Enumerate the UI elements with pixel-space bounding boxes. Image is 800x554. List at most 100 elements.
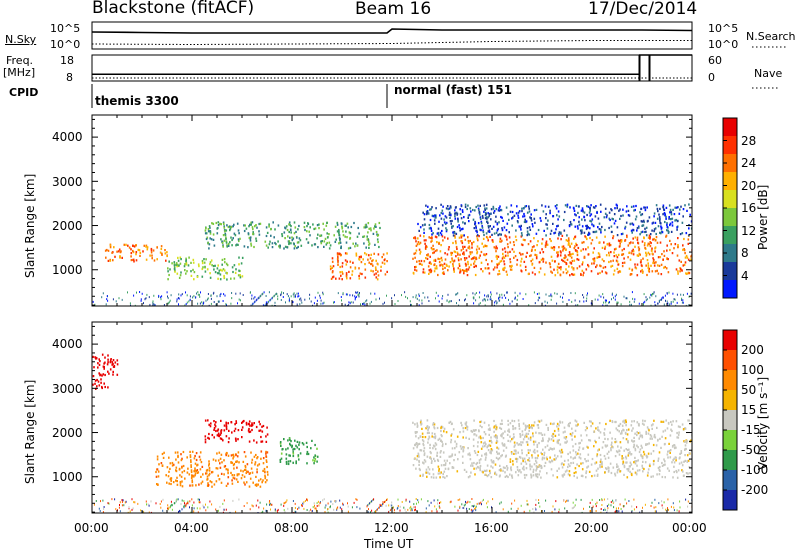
heatmap-cell: [543, 273, 546, 276]
heatmap-cell: [380, 265, 382, 268]
heatmap-cell: [192, 268, 194, 271]
heatmap-cell: [317, 500, 319, 503]
heatmap-cell: [427, 254, 430, 257]
heatmap-cell: [416, 424, 419, 427]
heatmap-cell: [211, 503, 213, 506]
heatmap-cell: [630, 229, 633, 232]
heatmap-cell: [112, 298, 114, 301]
heatmap-cell: [180, 459, 183, 462]
heatmap-cell: [179, 262, 182, 265]
nave-tick: 60: [708, 54, 722, 67]
heatmap-cell: [250, 223, 252, 226]
heatmap-cell: [422, 461, 424, 464]
heatmap-cell: [682, 301, 684, 304]
heatmap-cell: [354, 298, 356, 301]
heatmap-cell: [688, 227, 690, 230]
heatmap-cell: [532, 440, 535, 443]
heatmap-cell: [208, 460, 210, 463]
heatmap-cell: [273, 294, 275, 297]
heatmap-cell: [184, 263, 186, 266]
heatmap-cell: [550, 438, 553, 441]
heatmap-cell: [294, 226, 297, 229]
heatmap-cell: [685, 232, 688, 235]
heatmap-cell: [565, 268, 567, 271]
heatmap-cell: [121, 499, 123, 501]
heatmap-cell: [681, 269, 683, 272]
heatmap-cell: [475, 429, 477, 432]
heatmap-cell: [609, 462, 612, 465]
heatmap-cell: [545, 499, 547, 502]
heatmap-cell: [687, 419, 689, 422]
heatmap-cell: [585, 426, 588, 429]
heatmap-cell: [649, 237, 651, 240]
heatmap-cell: [160, 245, 163, 248]
heatmap-cell: [669, 208, 672, 211]
heatmap-cell: [258, 296, 260, 299]
heatmap-cell: [660, 446, 662, 449]
heatmap-cell: [598, 222, 601, 225]
heatmap-cell: [288, 454, 290, 457]
heatmap-cell: [439, 264, 441, 267]
heatmap-cell: [429, 268, 432, 271]
heatmap-cell: [376, 233, 378, 236]
heatmap-cell: [473, 467, 475, 470]
heatmap-cell: [524, 434, 527, 437]
heatmap-cell: [621, 455, 623, 458]
heatmap-cell: [473, 505, 474, 508]
heatmap-cell: [492, 240, 494, 243]
heatmap-cell: [656, 207, 659, 210]
heatmap-cell: [255, 425, 258, 429]
heatmap-cell: [568, 425, 570, 428]
heatmap-cell: [575, 453, 578, 456]
heatmap-cell: [223, 293, 225, 296]
heatmap-cell: [606, 444, 609, 447]
heatmap-cell: [452, 231, 454, 234]
heatmap-cell: [456, 212, 459, 215]
heatmap-cell: [533, 511, 535, 513]
nsearch-label: N.Search: [746, 30, 796, 43]
heatmap-cell: [630, 205, 633, 208]
heatmap-cell: [686, 256, 689, 259]
heatmap-cell: [467, 500, 469, 503]
heatmap-cell: [536, 244, 538, 247]
heatmap-cell: [415, 265, 417, 268]
heatmap-cell: [604, 235, 606, 238]
heatmap-cell: [515, 212, 518, 215]
heatmap-cell: [419, 226, 422, 229]
heatmap-cell: [615, 254, 618, 257]
heatmap-cell: [582, 248, 585, 251]
heatmap-cell: [679, 208, 681, 211]
heatmap-cell: [185, 504, 187, 507]
heatmap-cell: [483, 469, 486, 472]
heatmap-cell: [646, 426, 649, 429]
heatmap-cell: [332, 275, 335, 278]
heatmap-cell: [610, 260, 612, 263]
heatmap-cell: [250, 467, 253, 470]
heatmap-cell: [274, 241, 276, 245]
heatmap-cell: [682, 208, 685, 211]
heatmap-cell: [474, 209, 476, 212]
heatmap-cell: [138, 249, 141, 252]
heatmap-cell: [602, 266, 605, 269]
heatmap-cell: [279, 442, 282, 445]
heatmap-cell: [492, 466, 494, 469]
heatmap-cell: [534, 253, 536, 256]
heatmap-cell: [433, 219, 436, 222]
noise-panel: [91, 28, 693, 46]
heatmap-cell: [149, 303, 151, 306]
heatmap-cell: [621, 253, 623, 256]
heatmap-cell: [489, 298, 491, 301]
heatmap-cell: [432, 468, 434, 471]
heatmap-cell: [583, 211, 586, 214]
heatmap-cell: [517, 221, 519, 224]
heatmap-cell: [501, 216, 503, 219]
heatmap-cell: [562, 249, 564, 252]
heatmap-cell: [418, 229, 420, 232]
heatmap-cell: [207, 297, 209, 300]
heatmap-cell: [302, 443, 305, 446]
heatmap-cell: [652, 261, 654, 265]
heatmap-cell: [454, 215, 456, 218]
heatmap-cell: [156, 468, 159, 471]
heatmap-cell: [574, 235, 577, 238]
heatmap-cell: [477, 466, 480, 469]
